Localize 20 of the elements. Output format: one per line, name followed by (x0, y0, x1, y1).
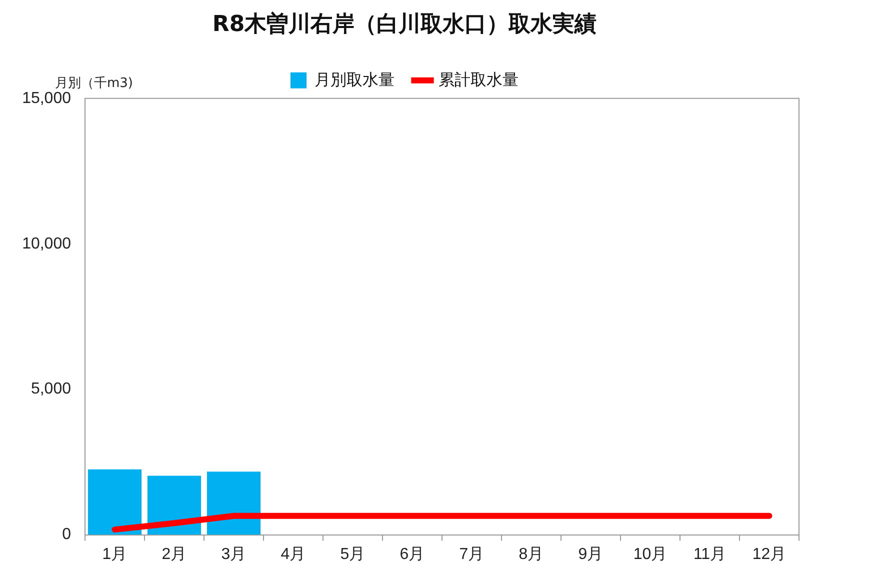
x-tick-label: 4月 (280, 546, 306, 563)
y-tick-label: 0 (62, 526, 72, 544)
y-tick-label: 15,000 (22, 90, 72, 107)
x-tick-label: 12月 (752, 546, 786, 563)
x-tick-label: 1月 (102, 546, 128, 563)
x-tick-label: 10月 (633, 546, 668, 563)
x-tick-label: 2月 (162, 546, 187, 563)
legend-label: 累計取水量 (438, 70, 518, 89)
x-tick-label: 11月 (693, 546, 726, 563)
y-tick-label: 5,000 (30, 380, 72, 398)
x-tick-label: 6月 (400, 546, 425, 563)
chart-title: R8木曽川右岸（白川取水口）取水実績 (212, 10, 597, 37)
x-tick-label: 9月 (578, 546, 604, 563)
legend-label: 月別取水量 (314, 70, 394, 89)
x-tick-label: 3月 (221, 546, 246, 563)
y-tick-label: 10,000 (22, 235, 72, 252)
x-tick-label: 5月 (340, 546, 366, 563)
y-axis-title: 月別（千m3) (55, 75, 134, 92)
x-tick-label: 8月 (518, 546, 544, 563)
x-tick-label: 7月 (459, 546, 484, 563)
